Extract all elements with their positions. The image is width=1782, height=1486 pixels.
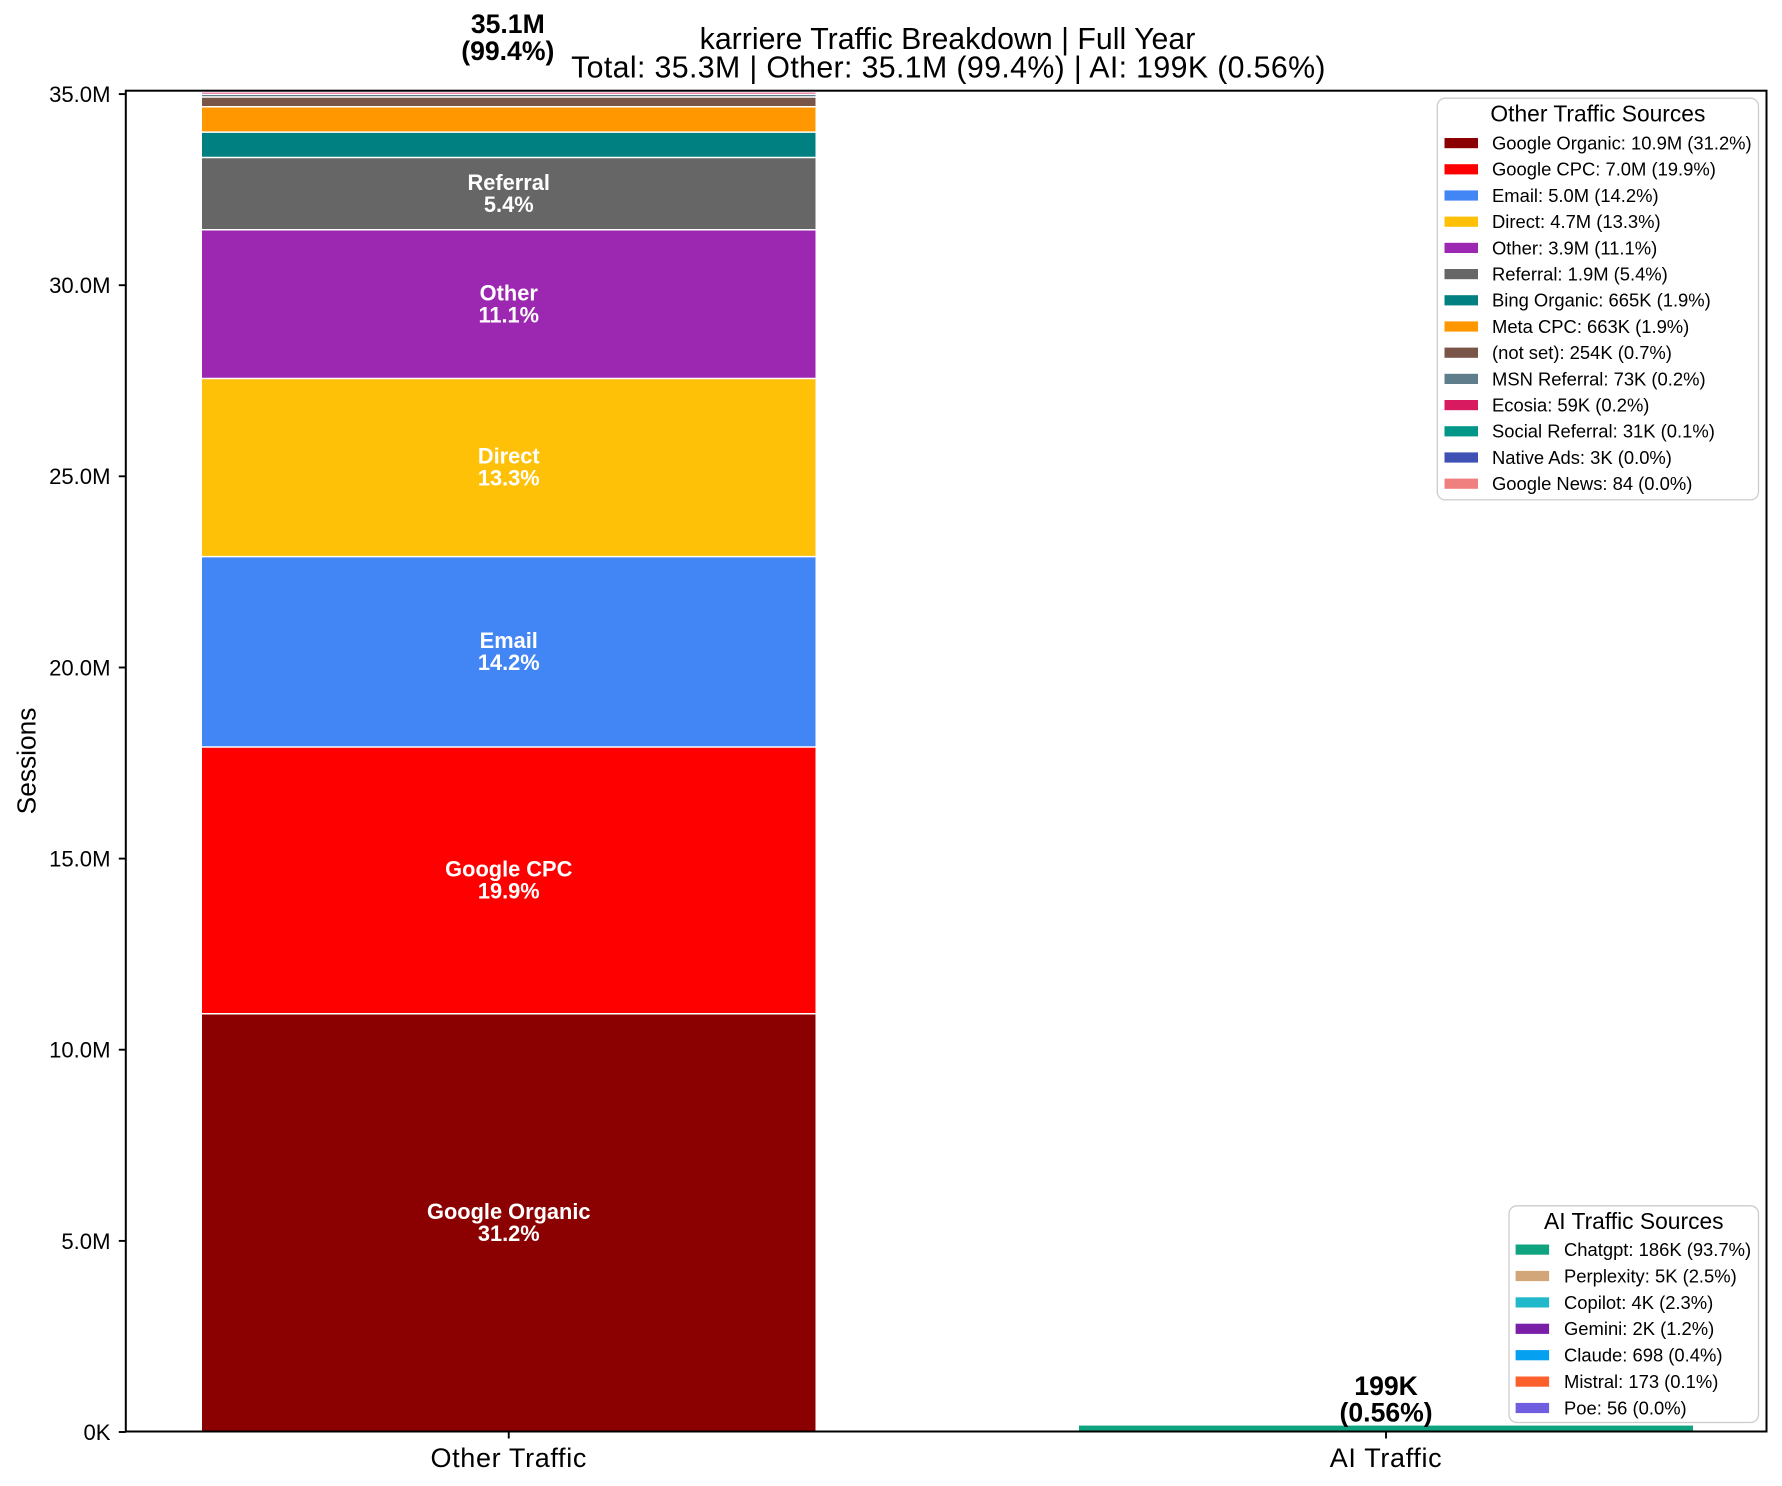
svg-text:(not set): 254K (0.7%): (not set): 254K (0.7%): [1492, 342, 1672, 363]
svg-text:Claude: 698 (0.4%): Claude: 698 (0.4%): [1564, 1345, 1722, 1366]
svg-text:Email: Email: [480, 628, 538, 653]
svg-text:199K: 199K: [1354, 1371, 1418, 1401]
svg-text:5.4%: 5.4%: [484, 192, 534, 217]
svg-text:Other: 3.9M (11.1%): Other: 3.9M (11.1%): [1492, 237, 1657, 258]
svg-text:Email: 5.0M (14.2%): Email: 5.0M (14.2%): [1492, 185, 1659, 206]
svg-text:Referral: Referral: [468, 170, 550, 195]
svg-text:20.0M: 20.0M: [49, 655, 110, 680]
svg-text:MSN Referral: 73K (0.2%): MSN Referral: 73K (0.2%): [1492, 368, 1706, 389]
svg-text:14.2%: 14.2%: [478, 650, 540, 675]
svg-text:Mistral: 173 (0.1%): Mistral: 173 (0.1%): [1564, 1371, 1718, 1392]
svg-text:Perplexity: 5K (2.5%): Perplexity: 5K (2.5%): [1564, 1265, 1737, 1286]
svg-text:Meta CPC: 663K (1.9%): Meta CPC: 663K (1.9%): [1492, 316, 1689, 337]
svg-text:Poe: 56 (0.0%): Poe: 56 (0.0%): [1564, 1397, 1687, 1418]
svg-text:AI Traffic Sources: AI Traffic Sources: [1544, 1208, 1724, 1234]
svg-text:19.9%: 19.9%: [478, 879, 540, 904]
svg-text:Google News: 84 (0.0%): Google News: 84 (0.0%): [1492, 473, 1692, 494]
svg-text:Other Traffic Sources: Other Traffic Sources: [1490, 101, 1705, 127]
svg-text:(99.4%): (99.4%): [461, 36, 554, 66]
svg-text:10.0M: 10.0M: [49, 1038, 110, 1063]
svg-text:Copilot: 4K (2.3%): Copilot: 4K (2.3%): [1564, 1292, 1713, 1313]
svg-text:15.0M: 15.0M: [49, 847, 110, 872]
svg-text:11.1%: 11.1%: [478, 302, 539, 327]
svg-text:Chatgpt: 186K (93.7%): Chatgpt: 186K (93.7%): [1564, 1239, 1751, 1260]
svg-text:25.0M: 25.0M: [49, 464, 110, 489]
svg-text:Direct: 4.7M (13.3%): Direct: 4.7M (13.3%): [1492, 211, 1661, 232]
svg-text:Bing Organic: 665K (1.9%): Bing Organic: 665K (1.9%): [1492, 290, 1711, 311]
svg-text:Other: Other: [480, 280, 539, 305]
svg-text:karriere Traffic Breakdown | F: karriere Traffic Breakdown | Full Year: [700, 23, 1196, 56]
svg-text:0K: 0K: [83, 1420, 110, 1445]
svg-text:31.2%: 31.2%: [478, 1221, 540, 1246]
svg-text:Sessions: Sessions: [12, 708, 42, 815]
svg-text:35.0M: 35.0M: [49, 82, 110, 107]
svg-text:13.3%: 13.3%: [478, 466, 540, 491]
svg-text:30.0M: 30.0M: [49, 273, 110, 298]
svg-text:AI Traffic: AI Traffic: [1330, 1443, 1443, 1473]
svg-text:(0.56%): (0.56%): [1340, 1398, 1433, 1428]
svg-text:5.0M: 5.0M: [61, 1229, 110, 1254]
svg-text:Other Traffic: Other Traffic: [430, 1443, 587, 1473]
svg-text:Ecosia: 59K (0.2%): Ecosia: 59K (0.2%): [1492, 395, 1649, 416]
svg-text:Referral: 1.9M (5.4%): Referral: 1.9M (5.4%): [1492, 264, 1668, 285]
svg-text:Google CPC: Google CPC: [445, 857, 572, 882]
svg-text:Google CPC: 7.0M (19.9%): Google CPC: 7.0M (19.9%): [1492, 159, 1716, 180]
svg-text:Google Organic: 10.9M (31.2%): Google Organic: 10.9M (31.2%): [1492, 133, 1752, 154]
svg-text:Google Organic: Google Organic: [427, 1199, 591, 1224]
svg-text:Social Referral: 31K (0.1%): Social Referral: 31K (0.1%): [1492, 421, 1715, 442]
svg-text:Total: 35.3M | Other: 35.1M (9: Total: 35.3M | Other: 35.1M (99.4%) | AI…: [571, 51, 1326, 84]
svg-text:Gemini: 2K (1.2%): Gemini: 2K (1.2%): [1564, 1318, 1714, 1339]
svg-text:35.1M: 35.1M: [471, 9, 545, 39]
svg-text:Direct: Direct: [478, 444, 540, 469]
svg-text:Native Ads: 3K (0.0%): Native Ads: 3K (0.0%): [1492, 447, 1672, 468]
